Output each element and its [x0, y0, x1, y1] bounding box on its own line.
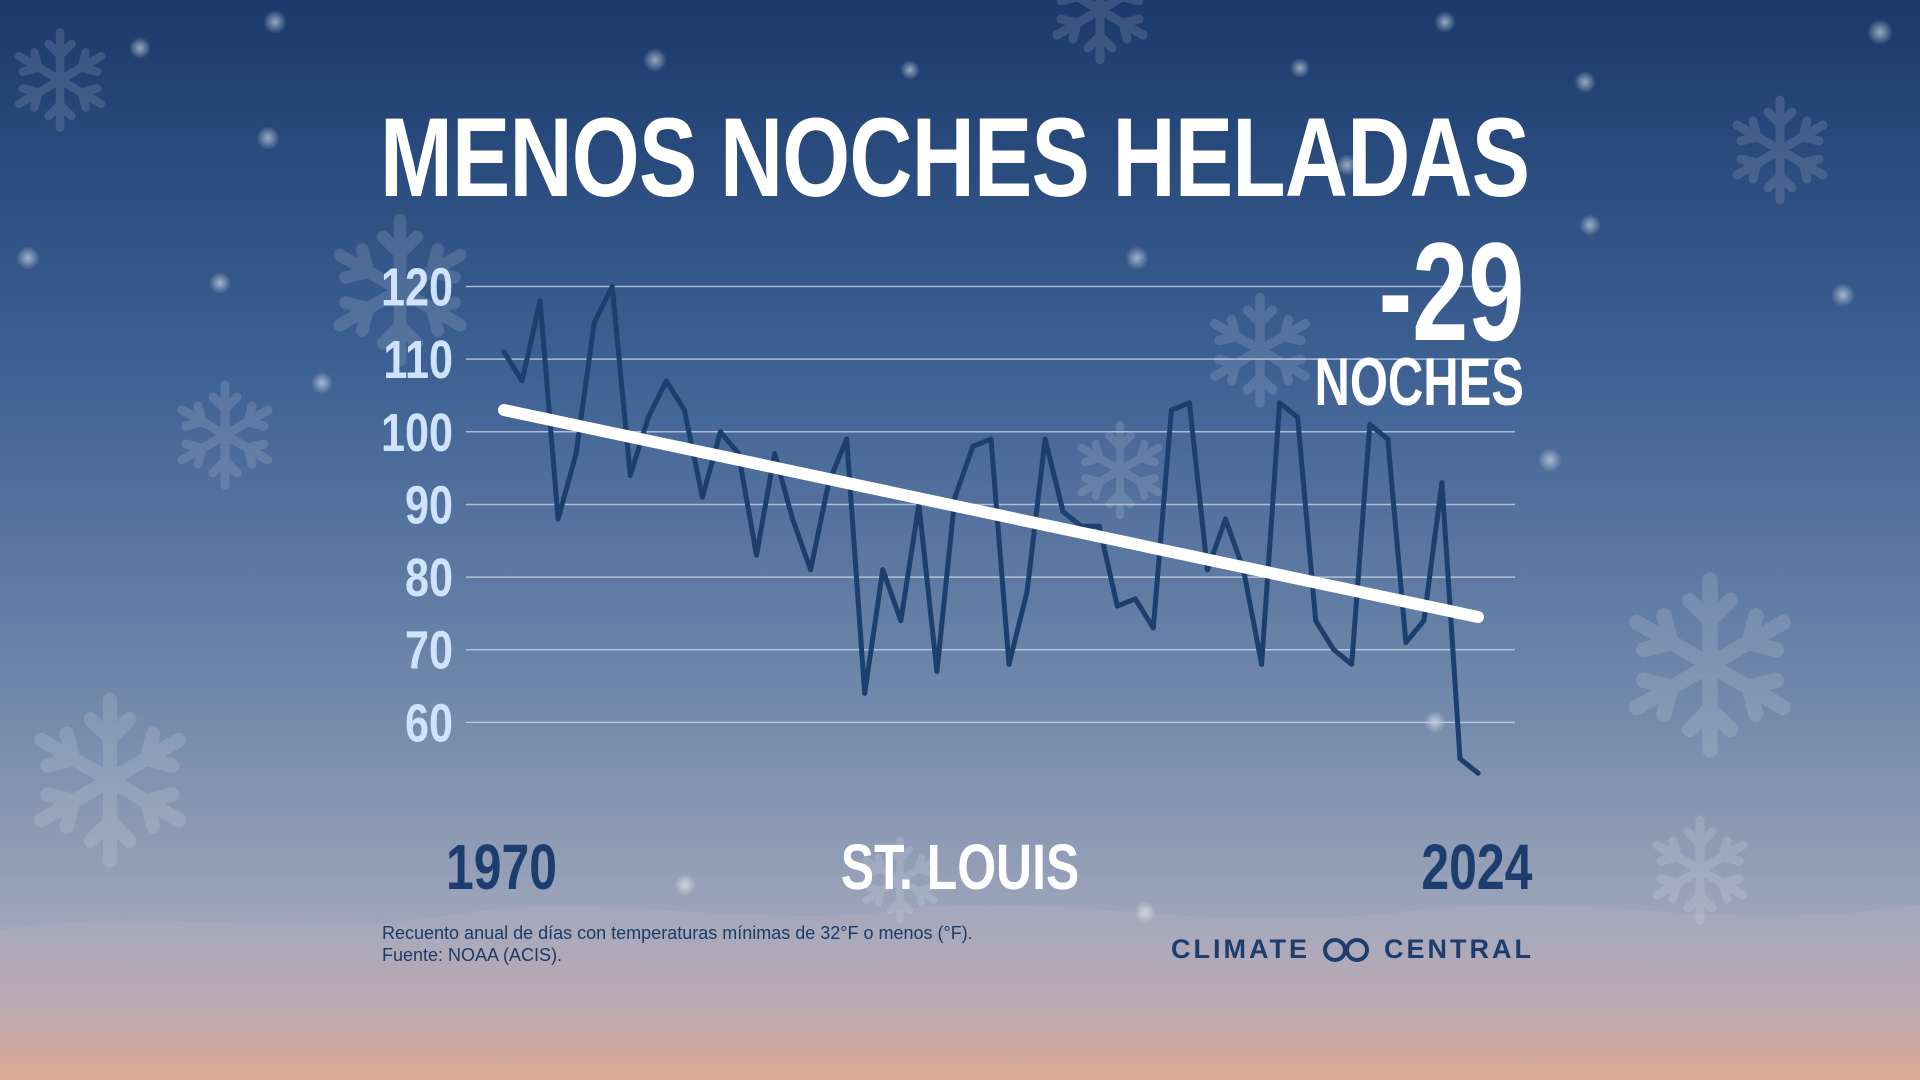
data-point-1974	[573, 451, 579, 457]
x-end-label: 2024	[1420, 831, 1532, 903]
data-point-1997	[988, 436, 994, 442]
data-point-2004	[1114, 603, 1120, 609]
data-point-2008	[1186, 400, 1192, 406]
data-point-1985	[772, 451, 778, 457]
data-point-1970	[501, 349, 507, 355]
data-point-1995	[952, 494, 958, 500]
data-point-1973	[555, 516, 561, 522]
data-point-2010	[1222, 516, 1228, 522]
y-tick-label-60: 60	[405, 694, 453, 754]
data-point-1992	[898, 618, 904, 624]
data-point-2018	[1367, 422, 1373, 428]
y-tick-label-120: 120	[381, 258, 453, 318]
data-point-1999	[1024, 589, 1030, 595]
data-point-2014	[1295, 414, 1301, 420]
data-point-2001	[1060, 509, 1066, 515]
climate-central-logo: CLIMATE CENTRAL	[1171, 934, 1534, 965]
series-points	[501, 284, 1481, 776]
change-value: -29	[1378, 213, 1524, 370]
data-point-2005	[1132, 596, 1138, 602]
data-point-2017	[1349, 661, 1355, 667]
footnote: Recuento anual de días con temperaturas …	[382, 922, 973, 966]
data-point-1984	[754, 552, 760, 558]
footnote-source: Fuente: NOAA (ACIS).	[382, 945, 563, 965]
data-point-2000	[1042, 436, 1048, 442]
data-point-1975	[591, 320, 597, 326]
y-tick-label-110: 110	[383, 331, 453, 391]
data-point-1972	[537, 298, 543, 304]
data-point-2006	[1150, 625, 1156, 631]
data-point-1979	[663, 378, 669, 384]
data-point-1987	[808, 567, 814, 573]
data-point-2012	[1259, 661, 1265, 667]
data-point-1989	[844, 436, 850, 442]
data-point-2020	[1403, 639, 1409, 645]
data-point-1981	[699, 494, 705, 500]
chart-gridlines	[466, 285, 1515, 724]
trend-line	[498, 404, 1484, 624]
data-point-1996	[970, 443, 976, 449]
data-point-2003	[1096, 523, 1102, 529]
y-tick-label-100: 100	[381, 403, 453, 463]
data-point-1978	[645, 414, 651, 420]
data-point-1980	[681, 407, 687, 413]
y-axis-ticks: 60 70 80 90 100 110 120	[381, 258, 453, 753]
location-label: ST. LOUIS	[840, 831, 1080, 903]
chart-title: MENOS NOCHES HELADAS	[380, 95, 1530, 220]
footnote-description: Recuento anual de días con temperaturas …	[382, 923, 973, 943]
data-point-1986	[790, 516, 796, 522]
data-point-1971	[519, 378, 525, 384]
data-point-1982	[717, 429, 723, 435]
logo-word-central: CENTRAL	[1384, 934, 1534, 964]
data-point-2013	[1277, 400, 1283, 406]
climate-central-rings-icon	[1323, 937, 1369, 962]
y-tick-label-90: 90	[405, 476, 453, 536]
data-point-1994	[934, 669, 940, 675]
data-point-1990	[862, 690, 868, 696]
y-tick-label-80: 80	[405, 549, 453, 609]
data-point-1977	[627, 472, 633, 478]
data-point-1998	[1006, 661, 1012, 667]
change-label: NOCHES	[1314, 344, 1524, 420]
data-point-2007	[1168, 407, 1174, 413]
data-point-2024	[1475, 770, 1481, 776]
data-point-2009	[1204, 567, 1210, 573]
data-point-1976	[609, 284, 615, 290]
data-point-2022	[1439, 480, 1445, 486]
data-point-2019	[1385, 436, 1391, 442]
data-point-2023	[1457, 756, 1463, 762]
data-point-2021	[1421, 618, 1427, 624]
logo-word-climate: CLIMATE	[1171, 934, 1310, 964]
data-point-2016	[1331, 647, 1337, 653]
x-start-label: 1970	[446, 831, 558, 903]
y-tick-label-70: 70	[405, 621, 453, 681]
data-point-2015	[1313, 618, 1319, 624]
data-point-1991	[880, 567, 886, 573]
